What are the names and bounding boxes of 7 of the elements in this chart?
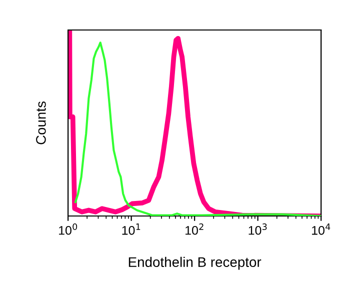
x-tick-label: 10$^{1}$ <box>122 224 140 235</box>
y-axis-title: Counts <box>36 101 46 144</box>
x-tick-label: 10$^{0}$ <box>59 223 78 235</box>
x-axis-title: Endothelin B receptor <box>128 256 262 270</box>
x-tick-label: 10$^{3}$ <box>248 223 267 235</box>
x-tick-label: 10$^{4}$ <box>312 224 330 235</box>
x-tick-label: 10$^{2}$ <box>186 223 204 235</box>
